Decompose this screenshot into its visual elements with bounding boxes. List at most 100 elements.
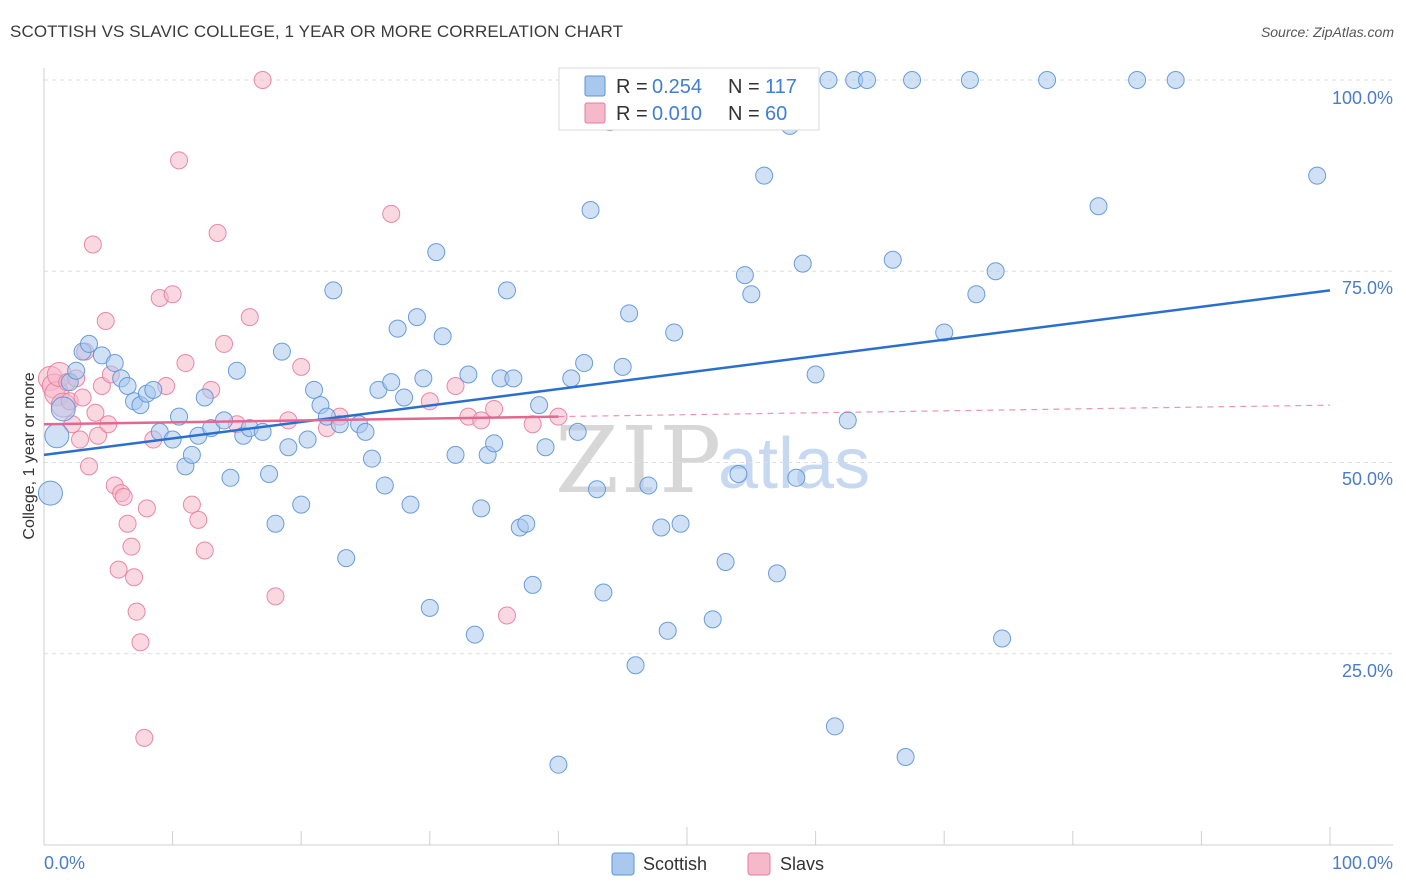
scottish-point <box>549 755 568 774</box>
scottish-point <box>1038 71 1057 89</box>
legend-scottish-r-value: 0.254 <box>652 76 702 98</box>
y-tick-label-50: 50.0% <box>1342 469 1393 489</box>
scottish-point <box>1089 197 1108 216</box>
slavs-point <box>215 334 234 353</box>
legend-scottish-r-label: R = <box>616 76 648 98</box>
x-tick-label-min: 0.0% <box>44 853 85 873</box>
legend-slavs-n-label: N = <box>728 103 760 125</box>
slavs-point <box>118 514 137 533</box>
scottish-point <box>118 377 137 395</box>
scottish-point <box>305 380 324 399</box>
slavs-point <box>497 606 516 625</box>
slavs-point <box>80 457 99 476</box>
slavs-point <box>114 487 133 506</box>
y-tick-label-25: 25.0% <box>1342 661 1393 681</box>
scottish-point <box>658 621 677 640</box>
scottish-point <box>742 285 761 304</box>
scottish-point <box>388 319 407 338</box>
scottish-point <box>272 342 291 361</box>
scottish-point <box>37 480 63 506</box>
scottish-point <box>279 438 298 457</box>
slavs-point <box>240 308 259 327</box>
scottish-point <box>993 629 1012 648</box>
legend-slavs-n-value: 60 <box>765 103 787 125</box>
scottish-point <box>382 373 401 392</box>
scottish-point <box>407 308 426 327</box>
scottish-point <box>825 717 844 736</box>
scottish-point <box>324 281 343 300</box>
legend-slavs-r-label: R = <box>616 103 648 125</box>
slavs-point <box>266 587 285 606</box>
scottish-point <box>671 514 690 533</box>
scottish-point <box>401 495 420 514</box>
scottish-point <box>1308 166 1327 185</box>
scottish-point <box>703 610 722 629</box>
scottish-point <box>497 281 516 300</box>
scottish-trend-line <box>43 289 1331 457</box>
scottish-point <box>1128 71 1147 89</box>
scottish-point <box>144 380 163 399</box>
scottish-point <box>427 243 446 262</box>
slavs-point <box>170 151 189 170</box>
scottish-point <box>613 357 632 376</box>
scottish-point <box>562 369 581 388</box>
scottish-point <box>517 514 536 533</box>
scottish-point <box>414 369 433 388</box>
slavs-point <box>122 537 141 556</box>
scottish-point <box>768 564 787 583</box>
slavs-point <box>135 728 154 747</box>
scottish-point <box>362 449 381 468</box>
y-axis-title: College, 1 year or more <box>21 372 38 539</box>
x-tick-label-max: 100.0% <box>1332 853 1393 873</box>
scottish-point <box>639 476 658 495</box>
scottish-point <box>465 625 484 644</box>
scottish-point <box>356 422 375 441</box>
slavs-point <box>446 377 465 395</box>
scottish-point <box>787 468 806 487</box>
scottish-point <box>793 254 812 273</box>
slavs-point <box>96 311 115 330</box>
scottish-point <box>298 430 317 449</box>
slavs-point <box>125 568 144 587</box>
slavs-point <box>71 430 90 449</box>
scottish-point <box>395 388 414 407</box>
scottish-point <box>903 71 922 89</box>
slavs-point <box>208 224 227 242</box>
scottish-point <box>626 656 645 675</box>
scottish-point <box>960 71 979 89</box>
bottom-legend-slavs-label: Slavs <box>780 854 824 874</box>
slavs-point <box>89 426 108 445</box>
y-tick-label-100: 100.0% <box>1332 88 1393 108</box>
chart-title: SCOTTISH VS SLAVIC COLLEGE, 1 YEAR OR MO… <box>10 22 624 41</box>
scottish-point <box>838 411 857 430</box>
scottish-point <box>433 327 452 346</box>
scottish-point <box>587 480 606 499</box>
scottish-point <box>755 166 774 185</box>
slavs-point <box>189 510 208 529</box>
scottish-point <box>967 285 986 304</box>
slavs-point <box>253 71 272 89</box>
scottish-point <box>337 549 356 568</box>
scottish-point <box>729 464 748 483</box>
slavs-point <box>382 204 401 223</box>
scottish-point <box>858 71 877 89</box>
series-legend: Scottish Slavs <box>611 852 824 876</box>
correlation-legend: R = 0.254 N = 117 R = 0.010 N = 60 <box>558 67 820 131</box>
slavs-point <box>472 411 491 430</box>
scottish-point <box>375 476 394 495</box>
scottish-point <box>896 748 915 767</box>
legend-scottish-n-label: N = <box>728 76 760 98</box>
bottom-legend-slavs-swatch <box>747 852 771 876</box>
scottish-point <box>260 464 279 483</box>
scottish-point <box>594 583 613 602</box>
slavs-point <box>195 541 214 560</box>
scottish-point <box>806 365 825 384</box>
scottish-point <box>581 201 600 220</box>
slavs-point <box>163 285 182 304</box>
scottish-point <box>1166 71 1185 89</box>
scottish-point <box>227 361 246 380</box>
axes <box>43 68 1393 846</box>
scottish-point <box>652 518 671 537</box>
slavs-point <box>176 354 195 373</box>
slavs-trend-line <box>43 415 559 426</box>
